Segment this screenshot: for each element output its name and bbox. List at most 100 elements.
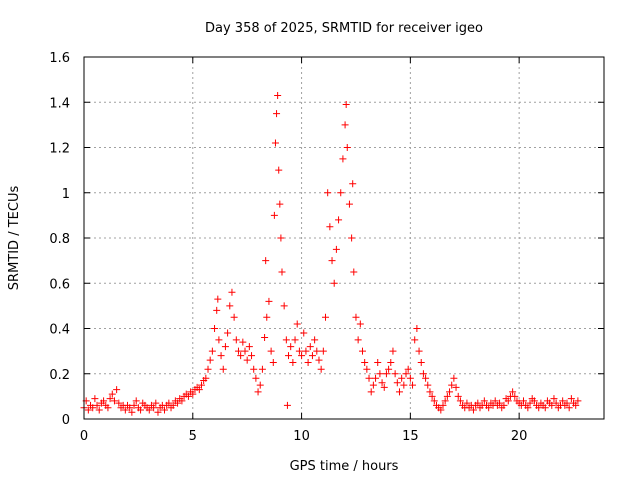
data-point bbox=[115, 399, 123, 407]
data-point bbox=[385, 365, 393, 373]
grid bbox=[84, 57, 604, 419]
data-point bbox=[348, 234, 356, 242]
data-point bbox=[382, 370, 390, 378]
y-tick-label: 1.2 bbox=[49, 142, 70, 157]
data-point bbox=[463, 399, 471, 407]
data-point bbox=[413, 325, 421, 332]
data-point bbox=[228, 288, 236, 296]
data-point bbox=[302, 347, 310, 355]
data-point bbox=[335, 216, 343, 224]
data-point bbox=[237, 352, 245, 360]
data-point bbox=[280, 302, 288, 310]
data-point bbox=[106, 395, 114, 403]
data-point bbox=[352, 313, 360, 321]
data-point bbox=[248, 352, 256, 360]
data-point bbox=[224, 329, 232, 337]
y-tick-label: 0 bbox=[62, 413, 70, 428]
data-point bbox=[349, 180, 357, 188]
data-point bbox=[211, 325, 219, 332]
data-point bbox=[108, 390, 116, 398]
data-point bbox=[263, 313, 271, 321]
data-point bbox=[289, 358, 297, 366]
data-point bbox=[174, 399, 182, 407]
data-point bbox=[258, 365, 266, 373]
data-point bbox=[95, 406, 103, 414]
data-point bbox=[524, 404, 532, 412]
data-point bbox=[165, 399, 173, 407]
data-point bbox=[552, 399, 560, 407]
data-point bbox=[313, 347, 321, 355]
data-point bbox=[365, 374, 373, 382]
data-point bbox=[262, 257, 270, 265]
data-point bbox=[367, 388, 375, 396]
data-point bbox=[419, 370, 427, 378]
data-point bbox=[300, 329, 308, 337]
y-axis-label: SRMTID / TECUs bbox=[7, 186, 22, 291]
data-point bbox=[374, 358, 382, 366]
data-point bbox=[267, 347, 275, 355]
data-point bbox=[400, 381, 408, 389]
data-point bbox=[452, 383, 460, 391]
x-tick-label: 20 bbox=[511, 429, 528, 444]
data-point bbox=[250, 365, 258, 373]
data-point bbox=[204, 365, 212, 373]
data-point bbox=[530, 397, 538, 405]
data-point bbox=[322, 313, 330, 321]
data-point bbox=[304, 358, 312, 366]
data-point bbox=[221, 343, 229, 351]
data-point bbox=[150, 404, 158, 412]
ticks: 0 0.2 0.4 0.6 0.8 1 1.2 1.4 1.6 0 5 10 15 20 bbox=[49, 51, 604, 444]
data-point bbox=[328, 257, 336, 265]
data-point bbox=[278, 268, 286, 276]
y-tick-label: 0.8 bbox=[49, 232, 70, 247]
x-tick-label: 10 bbox=[293, 429, 310, 444]
y-tick-label: 1.4 bbox=[49, 96, 70, 111]
data-point bbox=[291, 336, 299, 344]
y-tick-label: 0.6 bbox=[49, 277, 70, 292]
data-point bbox=[535, 404, 543, 412]
x-tick-label: 5 bbox=[189, 429, 197, 444]
data-point bbox=[89, 404, 97, 412]
chart-title: Day 358 of 2025, SRMTID for receiver ige… bbox=[205, 21, 483, 36]
data-point bbox=[293, 320, 301, 328]
data-point bbox=[369, 381, 377, 389]
data-point bbox=[446, 388, 454, 396]
data-point bbox=[130, 401, 138, 409]
data-point bbox=[276, 200, 284, 208]
data-point bbox=[358, 347, 366, 355]
y-tick-label: 0.4 bbox=[49, 323, 70, 338]
data-point bbox=[137, 406, 145, 414]
data-point bbox=[232, 336, 240, 344]
data-point bbox=[217, 352, 225, 360]
data-point bbox=[298, 352, 306, 360]
data-point bbox=[154, 408, 162, 416]
data-point bbox=[500, 401, 508, 409]
data-point bbox=[243, 356, 251, 364]
data-point bbox=[387, 358, 395, 366]
data-point bbox=[350, 268, 358, 276]
data-point bbox=[285, 352, 293, 360]
data-point bbox=[214, 295, 222, 303]
data-point bbox=[356, 320, 364, 328]
data-point bbox=[110, 397, 118, 405]
data-point bbox=[548, 401, 556, 409]
data-point bbox=[342, 101, 350, 109]
data-point bbox=[275, 166, 283, 174]
data-point bbox=[395, 388, 403, 396]
data-point bbox=[104, 404, 112, 412]
data-point bbox=[324, 189, 332, 197]
data-point bbox=[332, 245, 340, 253]
data-point bbox=[361, 358, 369, 366]
data-point bbox=[454, 392, 462, 400]
data-point bbox=[189, 390, 197, 398]
data-point bbox=[448, 381, 456, 389]
data-point bbox=[456, 397, 464, 405]
data-point bbox=[230, 313, 238, 321]
data-point bbox=[271, 139, 279, 147]
data-point bbox=[411, 336, 419, 344]
data-point bbox=[337, 189, 345, 197]
data-point bbox=[84, 406, 92, 414]
data-point bbox=[409, 381, 417, 389]
data-point bbox=[93, 401, 101, 409]
